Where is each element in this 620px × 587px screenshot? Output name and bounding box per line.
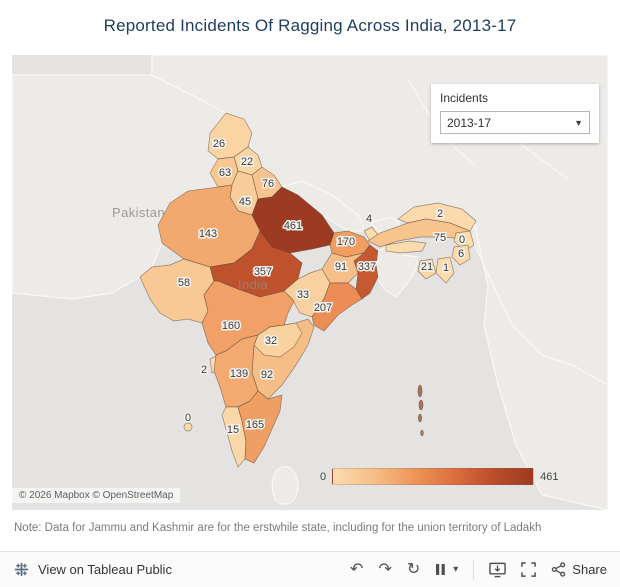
state-value-label: 33 xyxy=(297,289,309,301)
view-on-tableau-public[interactable]: View on Tableau Public xyxy=(13,561,172,578)
undo-button[interactable]: ↶ xyxy=(350,560,364,578)
reset-button[interactable]: ↻ xyxy=(406,560,421,578)
state-value-label: 337 xyxy=(358,261,376,273)
map-canvas[interactable]: Pakistan India 26 22 63 76 45 461 143 58 357 170 4… xyxy=(12,55,608,510)
state-value-label: 92 xyxy=(261,369,273,381)
tableau-toolbar: View on Tableau Public ↶ ↷ ↻ ▾ xyxy=(0,551,620,587)
state-tamil-nadu[interactable] xyxy=(237,390,283,464)
state-value-label: 45 xyxy=(239,196,251,208)
state-value-label: 207 xyxy=(314,302,332,314)
share-label: Share xyxy=(572,562,607,577)
state-value-label: 2 xyxy=(437,208,443,220)
fullscreen-icon xyxy=(521,562,537,577)
fullscreen-button[interactable] xyxy=(521,562,537,577)
state-value-label: 15 xyxy=(227,424,239,436)
state-lakshadweep[interactable] xyxy=(183,422,193,432)
state-value-label: 357 xyxy=(254,266,272,278)
state-value-label: 0 xyxy=(185,412,191,424)
pause-icon xyxy=(436,564,446,575)
toolbar-caret-button[interactable]: ▾ xyxy=(453,564,459,575)
state-value-label: 143 xyxy=(199,228,217,240)
state-value-label: 165 xyxy=(246,419,264,431)
state-mizoram[interactable] xyxy=(435,256,455,284)
year-range-dropdown[interactable]: 2013-17 ▼ xyxy=(440,111,590,134)
share-icon xyxy=(552,562,566,577)
redo-button[interactable]: ↷ xyxy=(378,560,392,578)
legend-max-label: 461 xyxy=(540,470,559,483)
incidents-filter-card: Incidents 2013-17 ▼ xyxy=(431,84,599,143)
pause-updates-button[interactable] xyxy=(435,563,446,576)
state-telangana[interactable] xyxy=(253,322,303,358)
value-labels-layer: 2622637645461143583571704337913320716092… xyxy=(176,137,466,438)
state-value-label: 4 xyxy=(366,213,372,225)
share-button[interactable]: Share xyxy=(551,562,607,577)
state-value-label: 170 xyxy=(337,236,355,248)
toolbar-divider xyxy=(473,559,475,580)
pakistan-map-label: Pakistan xyxy=(112,205,165,220)
state-value-label: 75 xyxy=(434,232,446,244)
page-title: Reported Incidents Of Ragging Across Ind… xyxy=(103,16,517,35)
dropdown-caret-icon: ▼ xyxy=(574,117,583,128)
state-value-label: 63 xyxy=(219,167,231,179)
state-value-label: 1 xyxy=(443,262,449,274)
state-tripura[interactable] xyxy=(417,258,437,280)
footnote: Note: Data for Jammu and Kashmir are for… xyxy=(14,522,542,534)
download-icon xyxy=(489,562,507,577)
toolbar-actions: ↶ ↷ ↻ ▾ xyxy=(350,559,607,580)
state-mg[interactable] xyxy=(385,240,427,254)
state-value-label: 21 xyxy=(421,261,433,273)
state-value-label: 91 xyxy=(335,261,347,273)
state-odisha[interactable] xyxy=(311,282,363,332)
state-value-label: 26 xyxy=(213,138,225,150)
state-value-label: 139 xyxy=(230,368,248,380)
legend-min-label: 0 xyxy=(320,470,327,483)
filter-title: Incidents xyxy=(440,91,489,105)
state-value-label: 6 xyxy=(458,248,464,260)
state-value-label: 58 xyxy=(178,277,190,289)
state-value-label: 76 xyxy=(262,178,274,190)
india-map-label: India xyxy=(238,277,269,292)
state-value-label: 22 xyxy=(241,156,253,168)
tableau-logo-icon xyxy=(14,562,29,577)
state-value-label: 461 xyxy=(284,220,302,232)
legend-gradient-bar xyxy=(332,468,535,485)
andaman-islands xyxy=(417,384,424,437)
state-value-label: 2 xyxy=(201,364,207,376)
state-value-label: 0 xyxy=(459,234,465,246)
download-button[interactable] xyxy=(489,562,507,578)
land-srilanka xyxy=(271,466,299,505)
states-layer xyxy=(139,112,477,468)
color-legend: 0 461 xyxy=(320,468,558,485)
view-on-tableau-public-label: View on Tableau Public xyxy=(38,562,172,577)
state-value-label: 32 xyxy=(265,335,277,347)
map-attribution[interactable]: © 2026 Mapbox © OpenStreetMap xyxy=(12,488,181,503)
state-value-label: 160 xyxy=(222,320,240,332)
state-manipur[interactable] xyxy=(451,244,471,266)
year-range-value: 2013-17 xyxy=(447,115,492,130)
